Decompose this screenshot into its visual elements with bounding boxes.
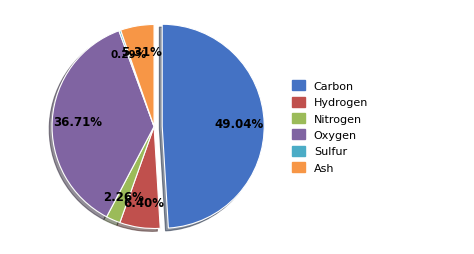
Wedge shape <box>52 31 154 217</box>
Wedge shape <box>121 25 154 127</box>
Text: 49.04%: 49.04% <box>214 118 263 131</box>
Wedge shape <box>107 127 154 223</box>
Text: 0.29%: 0.29% <box>110 50 146 60</box>
Text: 2.26%: 2.26% <box>103 190 144 203</box>
Wedge shape <box>162 25 264 228</box>
Text: 36.71%: 36.71% <box>53 116 102 129</box>
Text: 5.31%: 5.31% <box>121 45 162 58</box>
Wedge shape <box>119 31 154 127</box>
Legend: Carbon, Hydrogen, Nitrogen, Oxygen, Sulfur, Ash: Carbon, Hydrogen, Nitrogen, Oxygen, Sulf… <box>287 76 373 178</box>
Text: 6.40%: 6.40% <box>123 196 164 209</box>
Wedge shape <box>120 127 160 229</box>
